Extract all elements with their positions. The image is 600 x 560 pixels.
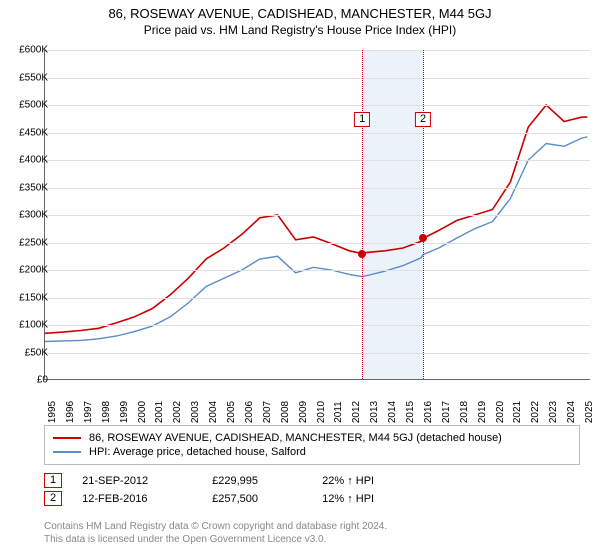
sales-date-1: 21-SEP-2012 [82, 475, 212, 487]
y-tick-label: £250K [19, 237, 48, 248]
x-tick-label: 2018 [459, 401, 470, 423]
x-tick-label: 2006 [244, 401, 255, 423]
x-tick-label: 2022 [530, 401, 541, 423]
highlight-edge [362, 50, 363, 379]
x-tick-label: 2019 [477, 401, 488, 423]
sales-diff-2: 12% ↑ HPI [322, 493, 432, 505]
legend-swatch-hpi [53, 451, 81, 453]
plot-region: 12 [44, 50, 590, 380]
gridline-h [45, 215, 590, 216]
legend-box: 86, ROSEWAY AVENUE, CADISHEAD, MANCHESTE… [44, 425, 580, 465]
y-tick-label: £450K [19, 127, 48, 138]
x-tick-label: 2002 [172, 401, 183, 423]
sales-price-1: £229,995 [212, 475, 322, 487]
x-tick-label: 1997 [83, 401, 94, 423]
chart-subtitle: Price paid vs. HM Land Registry's House … [0, 21, 600, 37]
sales-table: 1 21-SEP-2012 £229,995 22% ↑ HPI 2 12-FE… [44, 470, 432, 509]
sale-point-dot [419, 234, 427, 242]
x-tick-label: 2007 [262, 401, 273, 423]
x-tick-label: 1995 [47, 401, 58, 423]
y-tick-label: £100K [19, 320, 48, 331]
x-tick-label: 2004 [208, 401, 219, 423]
chart-marker-label: 2 [415, 112, 431, 127]
gridline-h [45, 133, 590, 134]
sales-diff-1: 22% ↑ HPI [322, 475, 432, 487]
footnote: Contains HM Land Registry data © Crown c… [44, 520, 387, 546]
y-tick-label: £600K [19, 45, 48, 56]
footnote-line-2: This data is licensed under the Open Gov… [44, 533, 387, 546]
x-tick-label: 1998 [101, 401, 112, 423]
series-line-hpi [45, 137, 587, 342]
x-tick-label: 2010 [316, 401, 327, 423]
x-tick-label: 2025 [584, 401, 595, 423]
x-tick-label: 2005 [226, 401, 237, 423]
x-tick-label: 2000 [137, 401, 148, 423]
x-tick-label: 2023 [548, 401, 559, 423]
y-tick-label: £200K [19, 265, 48, 276]
gridline-h [45, 243, 590, 244]
gridline-h [45, 325, 590, 326]
highlight-edge [423, 50, 424, 379]
y-tick-label: £300K [19, 210, 48, 221]
y-tick-label: £400K [19, 155, 48, 166]
chart-marker-label: 1 [354, 112, 370, 127]
x-tick-label: 2011 [333, 401, 344, 423]
x-tick-label: 2017 [441, 401, 452, 423]
x-tick-label: 2001 [154, 401, 165, 423]
x-tick-label: 2013 [369, 401, 380, 423]
x-tick-label: 2016 [423, 401, 434, 423]
sales-marker-2: 2 [44, 491, 62, 506]
legend-row-property: 86, ROSEWAY AVENUE, CADISHEAD, MANCHESTE… [53, 432, 571, 444]
x-tick-label: 2021 [512, 401, 523, 423]
chart-area: 12 [44, 50, 590, 380]
x-tick-label: 2024 [566, 401, 577, 423]
x-tick-label: 2020 [495, 401, 506, 423]
gridline-h [45, 353, 590, 354]
legend-swatch-property [53, 437, 81, 439]
sale-point-dot [358, 250, 366, 258]
y-tick-label: £550K [19, 72, 48, 83]
sales-price-2: £257,500 [212, 493, 322, 505]
gridline-h [45, 270, 590, 271]
sales-row-2: 2 12-FEB-2016 £257,500 12% ↑ HPI [44, 491, 432, 506]
y-tick-label: £500K [19, 100, 48, 111]
x-tick-label: 2015 [405, 401, 416, 423]
y-tick-label: £150K [19, 292, 48, 303]
sales-date-2: 12-FEB-2016 [82, 493, 212, 505]
gridline-h [45, 298, 590, 299]
x-tick-label: 2008 [280, 401, 291, 423]
sales-row-1: 1 21-SEP-2012 £229,995 22% ↑ HPI [44, 473, 432, 488]
x-tick-label: 2009 [298, 401, 309, 423]
legend-label-property: 86, ROSEWAY AVENUE, CADISHEAD, MANCHESTE… [89, 432, 502, 444]
gridline-h [45, 160, 590, 161]
footnote-line-1: Contains HM Land Registry data © Crown c… [44, 520, 387, 533]
x-tick-label: 1999 [119, 401, 130, 423]
gridline-h [45, 105, 590, 106]
gridline-h [45, 78, 590, 79]
x-tick-label: 2014 [387, 401, 398, 423]
series-line-property [45, 105, 587, 333]
y-tick-label: £0 [37, 375, 48, 386]
y-tick-label: £350K [19, 182, 48, 193]
legend-row-hpi: HPI: Average price, detached house, Salf… [53, 446, 571, 458]
sales-marker-1: 1 [44, 473, 62, 488]
x-tick-label: 2012 [351, 401, 362, 423]
x-tick-label: 2003 [190, 401, 201, 423]
y-tick-label: £50K [25, 347, 48, 358]
gridline-h [45, 188, 590, 189]
x-tick-label: 1996 [65, 401, 76, 423]
legend-label-hpi: HPI: Average price, detached house, Salf… [89, 446, 306, 458]
chart-title: 86, ROSEWAY AVENUE, CADISHEAD, MANCHESTE… [0, 0, 600, 21]
gridline-h [45, 50, 590, 51]
